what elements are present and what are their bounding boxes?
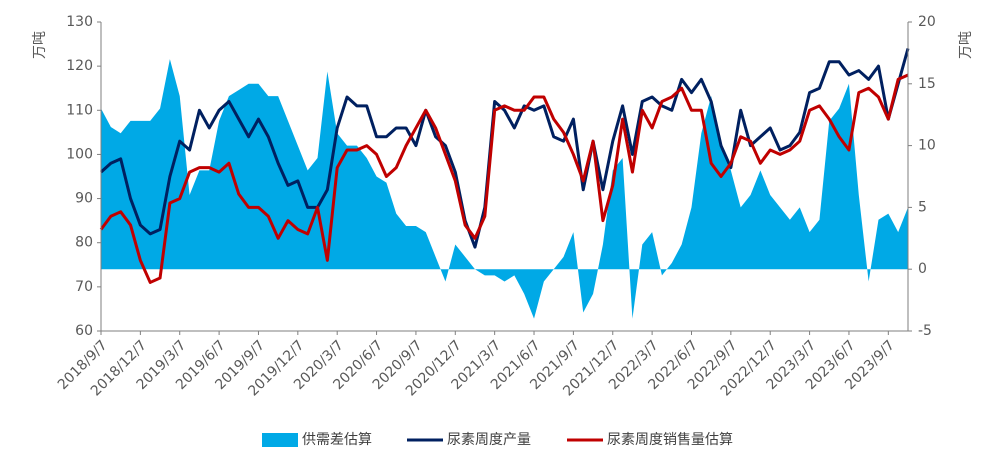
y2-tick-label: 5 bbox=[918, 199, 927, 215]
legend-swatch bbox=[262, 433, 298, 447]
y-tick-label: 110 bbox=[66, 102, 93, 118]
y2-tick-label: 15 bbox=[918, 76, 936, 92]
y-tick-label: 60 bbox=[75, 323, 93, 339]
y2-tick-label: 20 bbox=[918, 14, 936, 30]
line bbox=[99, 73, 909, 284]
y-tick-label: 80 bbox=[75, 235, 93, 251]
y-tick-label: 100 bbox=[66, 146, 93, 162]
plot-area bbox=[99, 48, 910, 319]
legend-label: 尿素周度销售量估算 bbox=[607, 432, 733, 448]
legend-label: 供需差估算 bbox=[302, 432, 372, 448]
y-tick-label: 130 bbox=[66, 14, 93, 30]
y-tick-label: 90 bbox=[75, 191, 93, 207]
y2-tick-label: 10 bbox=[918, 138, 936, 154]
y2-tick-label: 0 bbox=[918, 261, 927, 277]
legend-label: 尿素周度产量 bbox=[447, 432, 531, 448]
y-tick-label: 120 bbox=[66, 58, 93, 74]
y2-tick-label: -5 bbox=[918, 323, 932, 339]
area bbox=[101, 59, 908, 319]
y-tick-label: 70 bbox=[75, 279, 93, 295]
y2-axis-label: 万吨 bbox=[958, 31, 974, 59]
line bbox=[99, 48, 910, 249]
y-axis-label: 万吨 bbox=[32, 31, 48, 59]
